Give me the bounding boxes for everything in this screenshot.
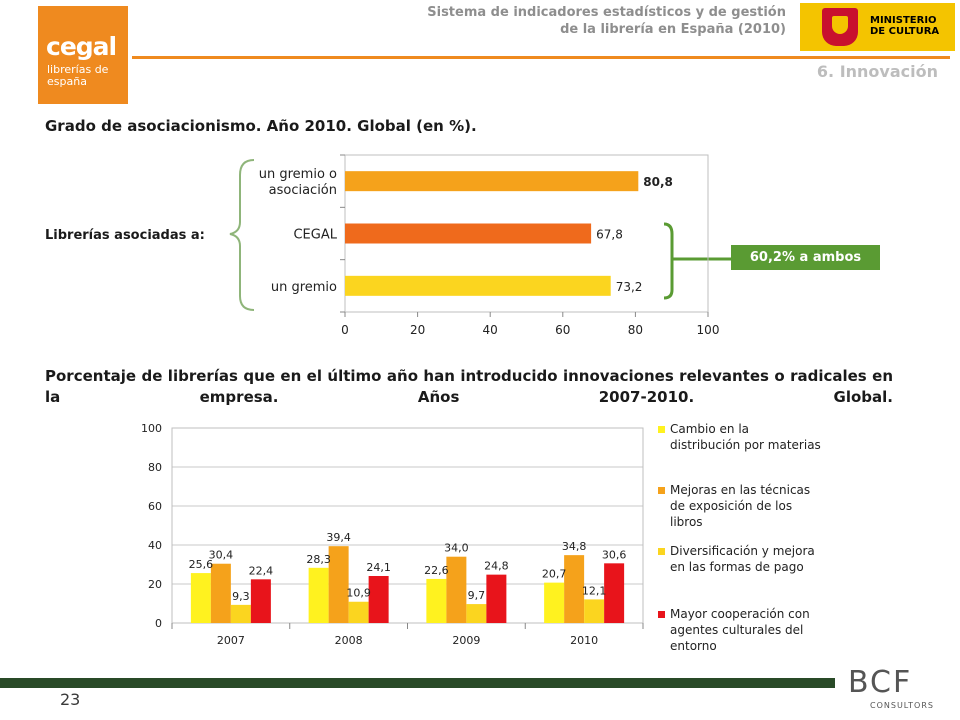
chart1-bar [345, 223, 592, 244]
chart1-category-label: un gremio [271, 280, 337, 295]
chart1-x-tick-label: 40 [483, 323, 498, 337]
bcf-logo-text: BCF [848, 665, 913, 700]
cegal-logo-text: cegal [46, 32, 117, 61]
chart1-value-label: 73,2 [616, 280, 643, 294]
chart1-x-tick-label: 0 [341, 323, 349, 337]
cegal-logo-subtext: librerías de españa [47, 63, 109, 88]
section-label: 6. Innovación [816, 62, 938, 81]
grouping-brace [229, 159, 255, 311]
chart1-category-label: CEGAL [293, 228, 337, 243]
chart1-bar [345, 275, 611, 296]
header-title-line2: de la librería en España (2010) [560, 22, 786, 37]
chart1-bar [345, 171, 639, 192]
page-number: 23 [60, 690, 81, 709]
chart1-x-tick-label: 60 [555, 323, 570, 337]
chart1-x-tick-label: 80 [628, 323, 643, 337]
ministry-line1: MINISTERIO [870, 15, 937, 26]
chart1-category-label: asociación [269, 183, 337, 198]
ministry-line2: DE CULTURA [870, 26, 940, 37]
header-divider [132, 56, 950, 59]
cegal-logo: cegal librerías de españa [38, 6, 128, 104]
chart1-value-label: 80,8 [643, 175, 673, 189]
footer-bar [0, 678, 835, 688]
chart1-value-label: 67,8 [596, 228, 623, 242]
header-title: Sistema de indicadores estadísticos y de… [426, 4, 786, 38]
chart1-category-label: un gremio o [259, 167, 337, 182]
chart1-x-tick-label: 100 [697, 323, 720, 337]
chart1-side-label: Librerías asociadas a: [45, 228, 205, 243]
ministry-logo-text: MINISTERIO DE CULTURA [870, 15, 939, 37]
chart1-x-tick-label: 20 [410, 323, 425, 337]
ministry-logo: MINISTERIO DE CULTURA [800, 3, 955, 51]
chart1-bars [345, 171, 639, 296]
bcf-logo-subtext: CONSULTORS [870, 701, 934, 710]
bcf-consultors-logo: BCF CONSULTORS [848, 665, 940, 710]
callout-bracket [663, 222, 674, 300]
chart1-heading: Grado de asociacionismo. Año 2010. Globa… [45, 117, 477, 135]
chart2-heading: Porcentaje de librerías que en el último… [45, 367, 893, 406]
coat-of-arms-icon [822, 8, 858, 46]
header-title-line1: Sistema de indicadores estadísticos y de… [427, 5, 786, 20]
callout-badge: 60,2% a ambos [731, 245, 880, 270]
